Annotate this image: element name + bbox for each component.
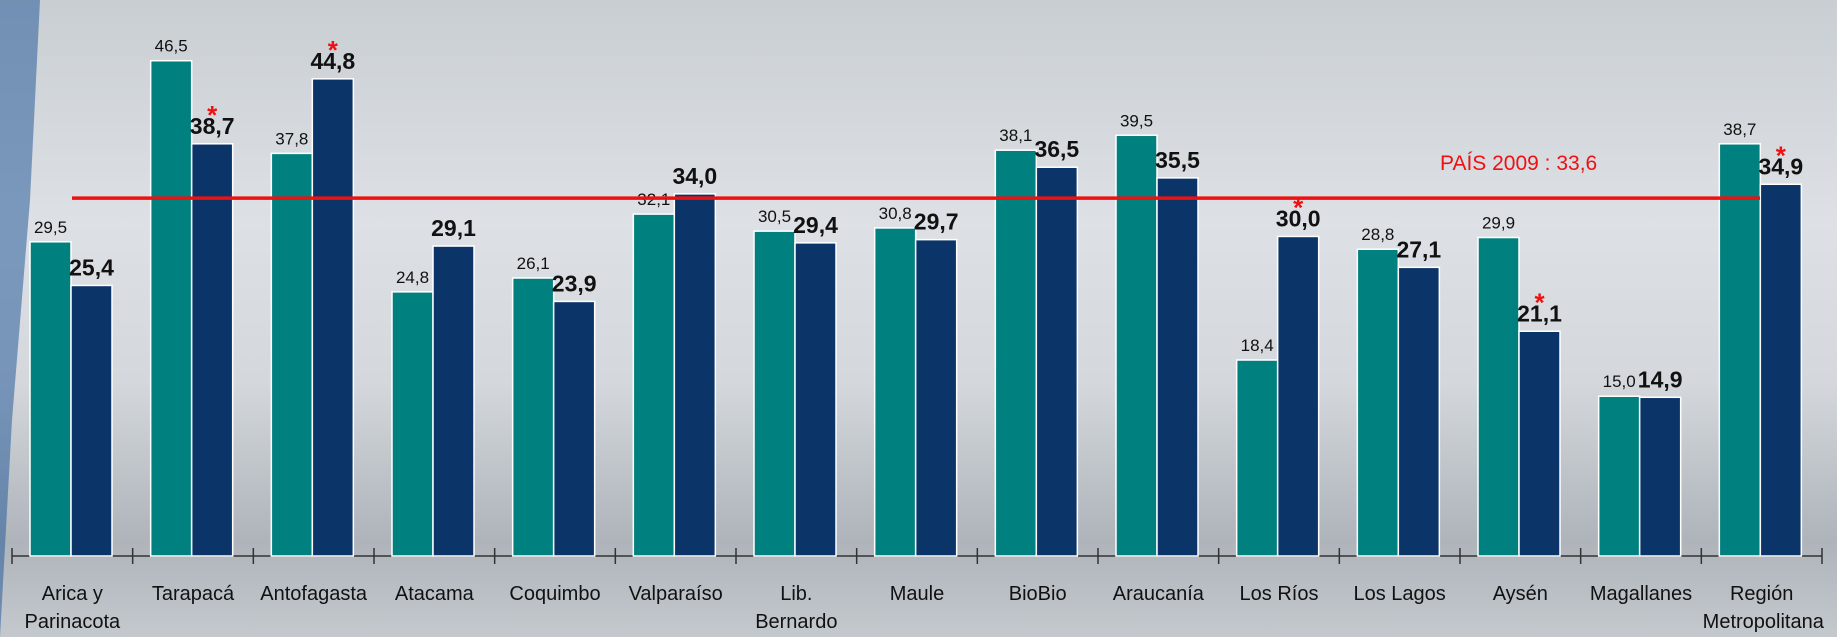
bar [312,79,353,556]
value-label: 29,7 [914,209,959,235]
x-tick-label: Los Lagos [1341,580,1459,608]
bar [1278,236,1319,556]
value-label: 29,5 [34,218,67,237]
annotation: * [1293,192,1304,222]
value-label: 14,9 [1638,366,1683,392]
annotation: * [1534,287,1545,317]
bar [30,242,71,556]
value-label: 34,0 [672,163,717,189]
annotation: * [207,100,218,130]
bar [271,153,312,556]
bar [1357,249,1398,556]
bar [151,61,192,556]
bar [633,214,674,556]
bar [1157,178,1198,556]
bar [554,301,595,556]
x-tick-label: BioBio [979,580,1097,608]
bar [916,240,957,556]
x-tick-label: Región Metropolitana [1703,580,1821,636]
x-tick-label: Aysén [1461,580,1579,608]
bar [875,228,916,556]
value-label: 24,8 [396,268,429,287]
value-label: 25,4 [69,254,114,280]
bar [1478,238,1519,556]
bar [795,243,836,556]
value-label: 18,4 [1241,336,1274,355]
value-label: 30,8 [879,204,912,223]
value-label: 29,1 [431,215,476,241]
value-label: 39,5 [1120,111,1153,130]
bar [392,292,433,556]
value-label: 36,5 [1034,136,1079,162]
x-tick-label: Antofagasta [255,580,373,608]
bar [754,231,795,556]
value-label: 29,4 [793,212,838,238]
bar [1640,397,1681,556]
annotation: * [1776,140,1787,170]
bar [71,285,112,556]
bar [1398,267,1439,556]
bar [1237,360,1278,556]
bar [1036,167,1077,556]
x-tick-label: Arica y Parinacota [13,580,131,636]
value-label: 29,9 [1482,214,1515,233]
value-label: 23,9 [552,270,597,296]
value-label: 38,1 [999,126,1032,145]
bar [1519,331,1560,556]
x-tick-label: Atacama [375,580,493,608]
reference-label: PAÍS 2009 : 33,6 [1440,152,1597,175]
bar [1719,144,1760,556]
value-label: 28,8 [1361,225,1394,244]
bar [433,246,474,556]
page: 29,546,537,824,826,132,130,530,838,139,5… [0,0,1837,637]
bar [1599,396,1640,556]
x-tick-label: Los Ríos [1220,580,1338,608]
x-tick-label: Tarapacá [134,580,252,608]
value-label: 35,5 [1155,147,1200,173]
x-tick-label: Maule [858,580,976,608]
value-label: 38,7 [1723,120,1756,139]
bar [192,144,233,556]
x-tick-label: Araucanía [1099,580,1217,608]
annotation: * [328,35,339,65]
value-label: 37,8 [275,129,308,148]
value-label: 27,1 [1396,236,1441,262]
value-label: 15,0 [1603,372,1636,391]
bar [674,194,715,556]
value-label: 26,1 [517,254,550,273]
x-tick-label: Magallanes [1582,580,1700,608]
chart: 29,546,537,824,826,132,130,530,838,139,5… [0,0,1837,637]
bar [995,150,1036,556]
x-tick-label: Lib. Bernardo O'Higgins [737,580,855,637]
x-tick-label: Coquimbo [496,580,614,608]
bar [1760,184,1801,556]
x-tick-label: Valparaíso [617,580,735,608]
bar [513,278,554,556]
value-label: 30,5 [758,207,791,226]
value-label: 46,5 [155,37,188,56]
